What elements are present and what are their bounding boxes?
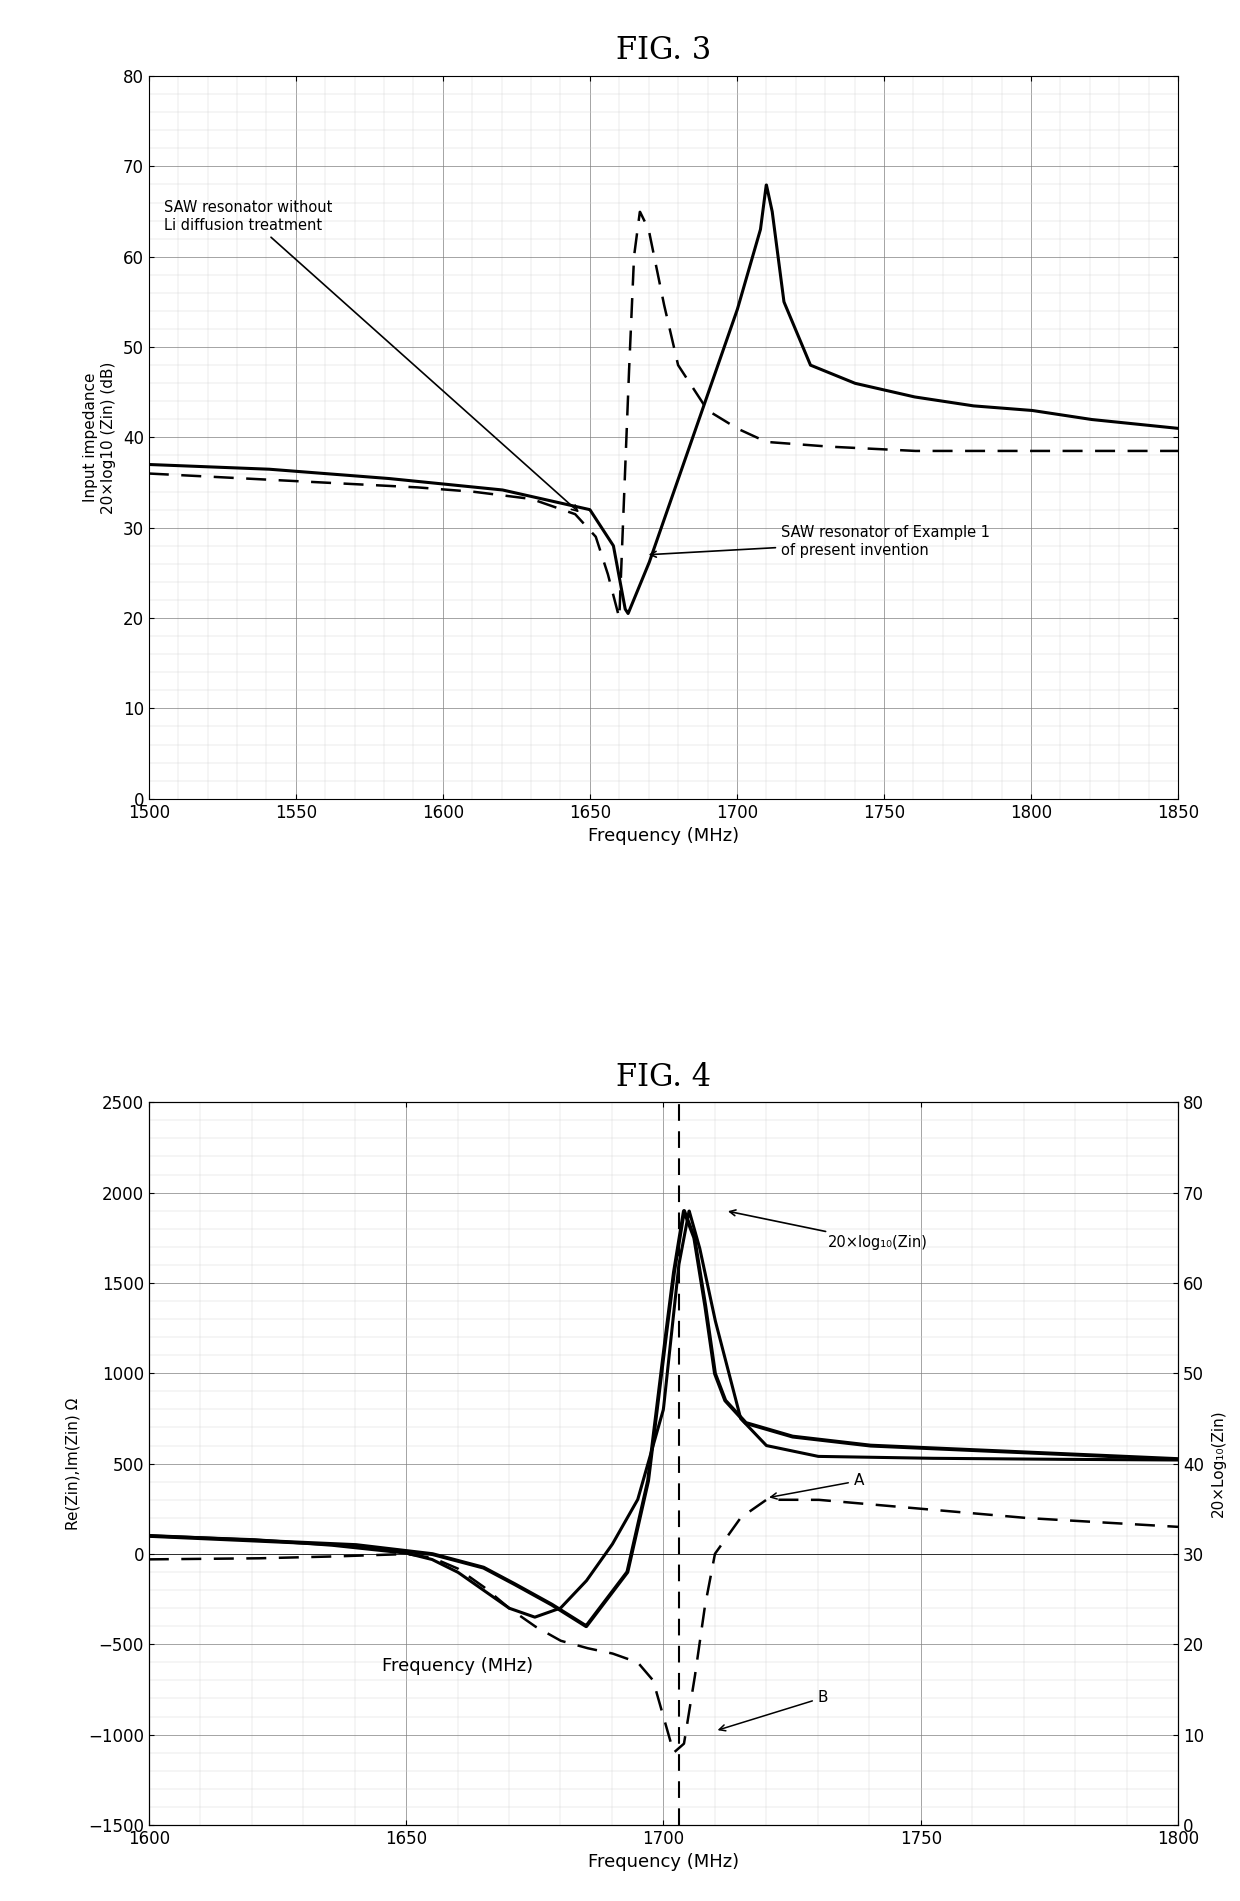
Text: 20×log₁₀(Zin): 20×log₁₀(Zin)	[729, 1209, 928, 1249]
Text: SAW resonator of Example 1
of present invention: SAW resonator of Example 1 of present in…	[651, 525, 990, 557]
Title: FIG. 4: FIG. 4	[616, 1061, 711, 1093]
Y-axis label: Input impedance
20×log10 (Zin) (dB): Input impedance 20×log10 (Zin) (dB)	[83, 361, 115, 513]
Text: A: A	[771, 1473, 864, 1500]
Y-axis label: 20×Log₁₀(Zin): 20×Log₁₀(Zin)	[1211, 1411, 1226, 1517]
X-axis label: Frequency (MHz): Frequency (MHz)	[588, 827, 739, 846]
Text: SAW resonator without
Li diffusion treatment: SAW resonator without Li diffusion treat…	[164, 200, 578, 511]
X-axis label: Frequency (MHz): Frequency (MHz)	[588, 1853, 739, 1871]
Text: Frequency (MHz): Frequency (MHz)	[382, 1658, 533, 1675]
Text: B: B	[719, 1690, 828, 1730]
Title: FIG. 3: FIG. 3	[616, 36, 711, 67]
Y-axis label: Re(Zin),Im(Zin) Ω: Re(Zin),Im(Zin) Ω	[66, 1397, 81, 1530]
